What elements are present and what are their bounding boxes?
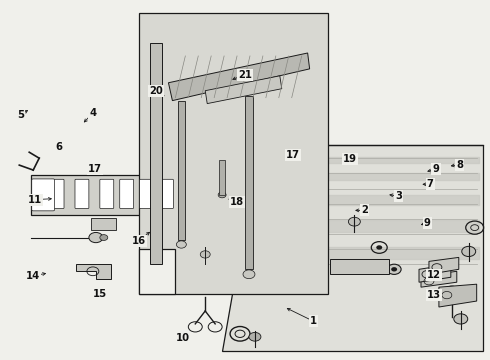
Text: 5: 5 bbox=[17, 110, 24, 120]
Text: 4: 4 bbox=[89, 108, 97, 118]
Polygon shape bbox=[139, 13, 327, 294]
Circle shape bbox=[445, 286, 459, 296]
Circle shape bbox=[387, 264, 401, 274]
Text: 17: 17 bbox=[286, 150, 300, 160]
Circle shape bbox=[176, 241, 186, 248]
Text: 8: 8 bbox=[456, 159, 463, 170]
Circle shape bbox=[100, 235, 108, 240]
FancyBboxPatch shape bbox=[120, 179, 134, 208]
Text: 18: 18 bbox=[230, 197, 245, 207]
Text: 16: 16 bbox=[132, 236, 146, 246]
Circle shape bbox=[376, 245, 382, 250]
Bar bbox=[219, 160, 225, 195]
Text: 13: 13 bbox=[427, 290, 441, 300]
Circle shape bbox=[243, 270, 255, 279]
Polygon shape bbox=[76, 264, 111, 279]
Text: 10: 10 bbox=[175, 333, 190, 343]
Bar bbox=[245, 96, 253, 269]
Polygon shape bbox=[139, 249, 175, 294]
Polygon shape bbox=[421, 271, 457, 287]
Text: 3: 3 bbox=[395, 191, 402, 201]
Circle shape bbox=[218, 192, 226, 198]
Text: 7: 7 bbox=[427, 179, 434, 189]
Text: 12: 12 bbox=[427, 270, 441, 280]
Polygon shape bbox=[419, 264, 451, 282]
Polygon shape bbox=[222, 145, 483, 351]
Circle shape bbox=[454, 314, 468, 324]
Text: 15: 15 bbox=[93, 289, 107, 298]
Circle shape bbox=[249, 332, 261, 341]
Polygon shape bbox=[31, 175, 190, 215]
Polygon shape bbox=[429, 257, 459, 274]
Circle shape bbox=[200, 251, 210, 258]
Text: 11: 11 bbox=[27, 195, 42, 204]
Text: 6: 6 bbox=[55, 142, 62, 152]
FancyBboxPatch shape bbox=[100, 179, 114, 208]
Bar bbox=[178, 100, 185, 239]
Polygon shape bbox=[205, 76, 282, 104]
Text: 9: 9 bbox=[433, 164, 440, 174]
Text: 21: 21 bbox=[238, 69, 252, 80]
FancyBboxPatch shape bbox=[75, 179, 89, 208]
Circle shape bbox=[89, 233, 103, 243]
Circle shape bbox=[462, 246, 476, 257]
Polygon shape bbox=[439, 284, 477, 307]
Circle shape bbox=[391, 267, 397, 271]
Text: 14: 14 bbox=[26, 271, 40, 281]
FancyBboxPatch shape bbox=[140, 179, 153, 208]
Bar bbox=[149, 43, 163, 264]
Polygon shape bbox=[329, 260, 389, 274]
Text: 9: 9 bbox=[424, 218, 431, 228]
Text: 20: 20 bbox=[149, 86, 163, 96]
Text: 1: 1 bbox=[310, 316, 317, 326]
Circle shape bbox=[348, 217, 360, 226]
FancyBboxPatch shape bbox=[32, 179, 54, 211]
Text: 19: 19 bbox=[343, 154, 357, 164]
Text: 17: 17 bbox=[88, 164, 102, 174]
Text: 2: 2 bbox=[361, 205, 368, 215]
Polygon shape bbox=[169, 53, 310, 100]
Polygon shape bbox=[91, 218, 116, 230]
FancyBboxPatch shape bbox=[160, 179, 173, 208]
FancyBboxPatch shape bbox=[50, 179, 64, 208]
